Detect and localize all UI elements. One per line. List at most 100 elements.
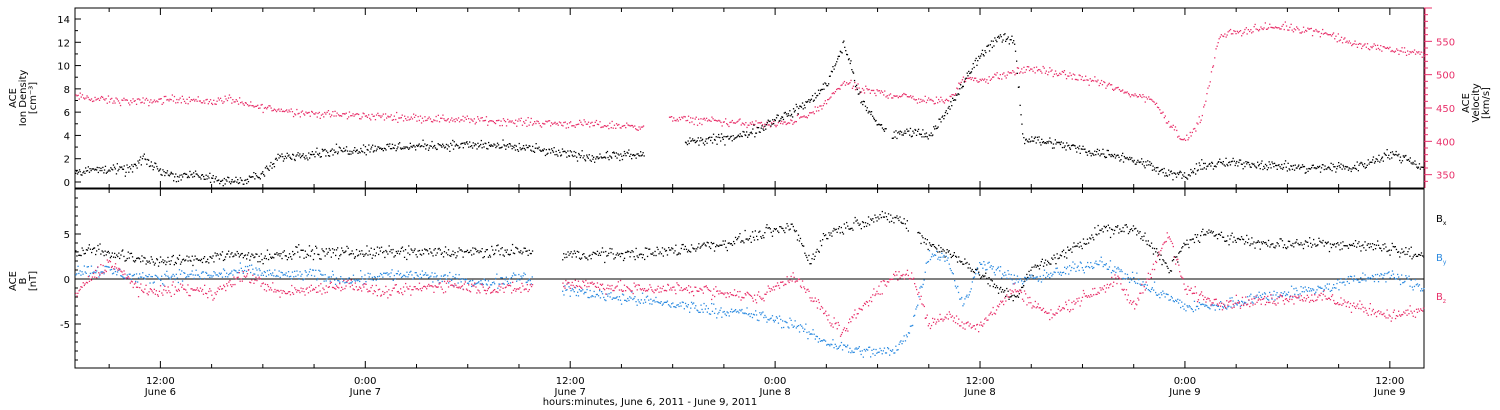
- data-point: [1359, 245, 1361, 247]
- data-point: [165, 263, 167, 266]
- data-point: [947, 257, 949, 259]
- data-point: [306, 275, 308, 277]
- data-point: [95, 253, 97, 256]
- data-point: [1392, 245, 1394, 248]
- field-axis-label-line: B: [18, 277, 29, 284]
- data-point: [264, 106, 267, 109]
- data-point: [416, 144, 418, 147]
- data-point: [1293, 246, 1295, 248]
- data-point: [163, 171, 165, 173]
- data-point: [97, 97, 99, 100]
- data-point: [579, 258, 582, 260]
- data-point: [1168, 120, 1170, 123]
- data-point: [440, 275, 442, 277]
- data-point: [410, 145, 412, 148]
- data-point: [1077, 79, 1079, 81]
- data-point: [1407, 158, 1410, 161]
- data-point: [973, 79, 975, 82]
- data-point: [313, 253, 316, 255]
- data-point: [784, 231, 786, 234]
- data-point: [1011, 35, 1013, 37]
- data-point: [153, 166, 155, 168]
- data-point: [524, 149, 526, 151]
- data-point: [1079, 74, 1081, 77]
- data-point: [976, 267, 979, 269]
- data-point: [1023, 281, 1025, 283]
- data-point: [1285, 166, 1287, 168]
- data-point: [1275, 164, 1278, 167]
- data-point: [359, 118, 361, 120]
- right-tick-label: 350: [1436, 171, 1455, 182]
- data-point: [571, 256, 573, 258]
- data-point: [146, 163, 148, 165]
- data-point: [1142, 94, 1144, 96]
- data-point: [309, 115, 311, 117]
- data-point: [279, 110, 281, 112]
- data-point: [880, 124, 883, 126]
- data-point: [536, 120, 538, 122]
- data-point: [1091, 152, 1093, 155]
- data-point: [474, 283, 476, 285]
- data-point: [114, 256, 117, 259]
- data-point: [888, 221, 891, 223]
- data-point: [96, 166, 98, 169]
- data-point: [984, 264, 986, 266]
- data-point: [214, 252, 216, 254]
- data-point: [1341, 168, 1343, 170]
- data-point: [1348, 40, 1350, 42]
- data-point: [825, 234, 827, 236]
- data-point: [1353, 43, 1355, 45]
- data-point: [1404, 51, 1406, 53]
- data-point: [442, 256, 445, 258]
- data-point: [316, 279, 318, 281]
- data-point: [244, 179, 246, 182]
- data-point: [335, 151, 337, 153]
- data-point: [522, 147, 524, 149]
- data-point: [907, 332, 910, 334]
- data-point: [757, 239, 759, 241]
- data-point: [328, 276, 330, 278]
- data-point: [406, 146, 408, 148]
- data-point: [583, 293, 585, 295]
- data-point: [1373, 162, 1376, 164]
- data-point: [1352, 167, 1354, 169]
- data-point: [968, 77, 970, 80]
- data-point: [669, 249, 671, 251]
- data-point: [483, 146, 485, 148]
- data-point: [682, 301, 684, 304]
- data-point: [633, 256, 635, 258]
- data-point: [1102, 265, 1104, 268]
- data-point: [386, 251, 388, 253]
- data-point: [1080, 262, 1082, 264]
- data-point: [802, 116, 804, 118]
- data-point: [791, 324, 793, 326]
- data-point: [1256, 241, 1258, 243]
- data-point: [274, 109, 277, 111]
- data-point: [143, 277, 145, 279]
- data-point: [622, 294, 625, 296]
- data-point: [778, 315, 781, 317]
- data-point: [614, 257, 616, 259]
- data-point: [1204, 233, 1206, 236]
- data-point: [205, 99, 207, 101]
- data-point: [1082, 79, 1085, 82]
- data-point: [1309, 168, 1312, 170]
- data-point: [775, 316, 778, 318]
- data-point: [124, 278, 126, 280]
- data-point: [947, 107, 949, 109]
- data-point: [978, 274, 981, 276]
- data-point: [1261, 28, 1263, 30]
- data-point: [1081, 76, 1083, 78]
- data-point: [1243, 162, 1245, 164]
- data-point: [257, 176, 259, 178]
- data-point: [324, 148, 326, 151]
- data-point: [112, 272, 115, 274]
- data-point: [130, 100, 132, 102]
- data-point: [1293, 28, 1295, 30]
- data-point: [188, 176, 190, 179]
- data-point: [362, 278, 364, 280]
- data-point: [746, 238, 748, 240]
- data-point: [810, 98, 813, 100]
- data-point: [550, 125, 552, 127]
- data-point: [207, 103, 209, 105]
